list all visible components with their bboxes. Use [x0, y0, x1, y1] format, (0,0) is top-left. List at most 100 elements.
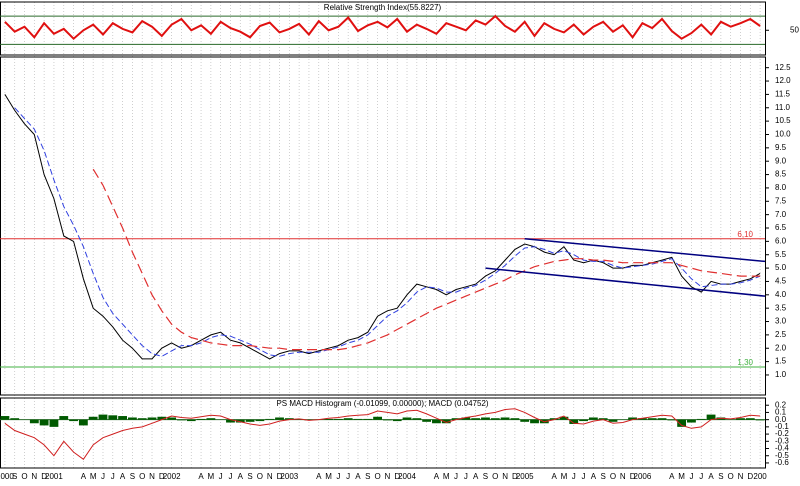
- panel-frame: [0, 1, 766, 56]
- histogram-bar: [59, 416, 69, 420]
- histogram-bar: [69, 419, 78, 422]
- histogram-bar: [471, 418, 481, 420]
- histogram-bar: [588, 417, 598, 420]
- x-tick-label: M: [325, 472, 332, 481]
- histogram-bar: [755, 419, 765, 421]
- y-tick-label: 9.0: [775, 156, 787, 165]
- y-tick-label: 8.5: [775, 170, 787, 179]
- y-tick-label: 9.5: [775, 143, 787, 152]
- histogram-bar: [137, 418, 147, 420]
- x-tick-label: S: [601, 472, 606, 481]
- x-tick-label: J: [219, 472, 223, 481]
- panel-title: PS MACD Histogram (-0.01099, 0.00000); M…: [276, 399, 488, 408]
- panel-title: Relative Strength Index(55.8227): [324, 3, 442, 12]
- histogram-bar: [196, 418, 206, 420]
- histogram-bar: [598, 418, 608, 420]
- histogram-bar: [382, 419, 392, 421]
- histogram-bar: [186, 419, 196, 422]
- x-tick-label: M: [443, 472, 450, 481]
- y-tick-label: 12.5: [775, 63, 791, 72]
- panel-frame: [0, 397, 766, 469]
- y-tick-label: 1.5: [775, 357, 787, 366]
- x-tick-label: S: [12, 472, 17, 481]
- series-line: [4, 94, 761, 360]
- x-tick-label: M: [90, 472, 97, 481]
- histogram-bar: [647, 418, 657, 420]
- histogram-bar: [530, 419, 539, 424]
- x-tick-label: O: [728, 472, 734, 481]
- y-tick-label: 0.2: [775, 400, 787, 409]
- y-tick-label: 5.5: [775, 250, 787, 259]
- histogram-bar: [177, 419, 186, 421]
- y-tick-label: -0.2: [775, 429, 789, 438]
- histogram-bar: [441, 419, 451, 424]
- x-tick-label: A: [434, 472, 440, 481]
- x-tick-label: N: [738, 472, 744, 481]
- y-tick-label: 7.0: [775, 210, 787, 219]
- histogram-bar: [432, 419, 441, 424]
- x-tick-label: D: [630, 472, 636, 481]
- histogram-bar: [118, 416, 128, 420]
- x-tick-label: O: [374, 472, 380, 481]
- x-tick-label: D: [394, 472, 400, 481]
- x-tick-label: J: [454, 472, 458, 481]
- x-tick-label: N: [31, 472, 37, 481]
- histogram-bar: [235, 419, 245, 423]
- x-tick-label: D: [512, 472, 518, 481]
- y-tick-label: 8.0: [775, 183, 787, 192]
- x-tick-label: J: [582, 472, 586, 481]
- histogram-bar: [745, 418, 755, 420]
- x-tick-label: M: [561, 472, 568, 481]
- histogram-bar: [363, 418, 373, 420]
- histogram-bar: [657, 418, 667, 420]
- y-tick-label: 0.0: [775, 415, 787, 424]
- histogram-bar: [333, 418, 343, 420]
- series-line: [92, 168, 761, 351]
- y-tick-label: 2.0: [775, 343, 787, 352]
- histogram-bar: [451, 418, 461, 420]
- x-tick-label: J: [228, 472, 232, 481]
- y-tick-label: 1.0: [775, 370, 787, 379]
- histogram-bar: [255, 419, 265, 422]
- x-tick-label: 2001: [45, 472, 63, 481]
- histogram-bar: [157, 416, 167, 420]
- histogram-bar: [490, 418, 500, 420]
- x-tick-label: N: [267, 472, 273, 481]
- x-tick-label: A: [591, 472, 597, 481]
- trend-line: [524, 237, 766, 263]
- x-tick-label: 2003: [280, 472, 298, 481]
- x-tick-label: M: [208, 472, 215, 481]
- series-line: [4, 408, 761, 461]
- x-tick-label: A: [473, 472, 479, 481]
- series-line: [14, 107, 761, 357]
- histogram-bar: [628, 417, 638, 420]
- x-tick-label: O: [257, 472, 263, 481]
- histogram-bar: [167, 417, 177, 420]
- histogram-bar: [88, 416, 98, 420]
- x-tick-label: 2005: [516, 472, 534, 481]
- y-tick-label: 11.0: [775, 103, 791, 112]
- x-tick-label: J: [336, 472, 340, 481]
- histogram-bar: [0, 416, 10, 420]
- histogram-bar: [500, 417, 510, 420]
- x-tick-label: D: [277, 472, 283, 481]
- panel-frame: [0, 56, 766, 396]
- x-tick-label: S: [483, 472, 488, 481]
- histogram-bar: [127, 417, 137, 420]
- y-tick-label: -0.5: [775, 451, 789, 460]
- x-tick-label: S: [718, 472, 723, 481]
- y-tick-label: -0.6: [775, 458, 789, 467]
- histogram-bar: [696, 418, 706, 420]
- y-tick-label: 11.5: [775, 90, 791, 99]
- x-tick-label: D: [159, 472, 165, 481]
- x-tick-label: A: [669, 472, 675, 481]
- y-tick-label: 12.0: [775, 76, 791, 85]
- histogram-bar: [402, 417, 412, 420]
- x-tick-label: O: [492, 472, 498, 481]
- x-tick-label: O: [610, 472, 616, 481]
- x-tick-label: 2000: [0, 472, 14, 481]
- histogram-bar: [353, 418, 363, 420]
- y-tick-label: 3.5: [775, 303, 787, 312]
